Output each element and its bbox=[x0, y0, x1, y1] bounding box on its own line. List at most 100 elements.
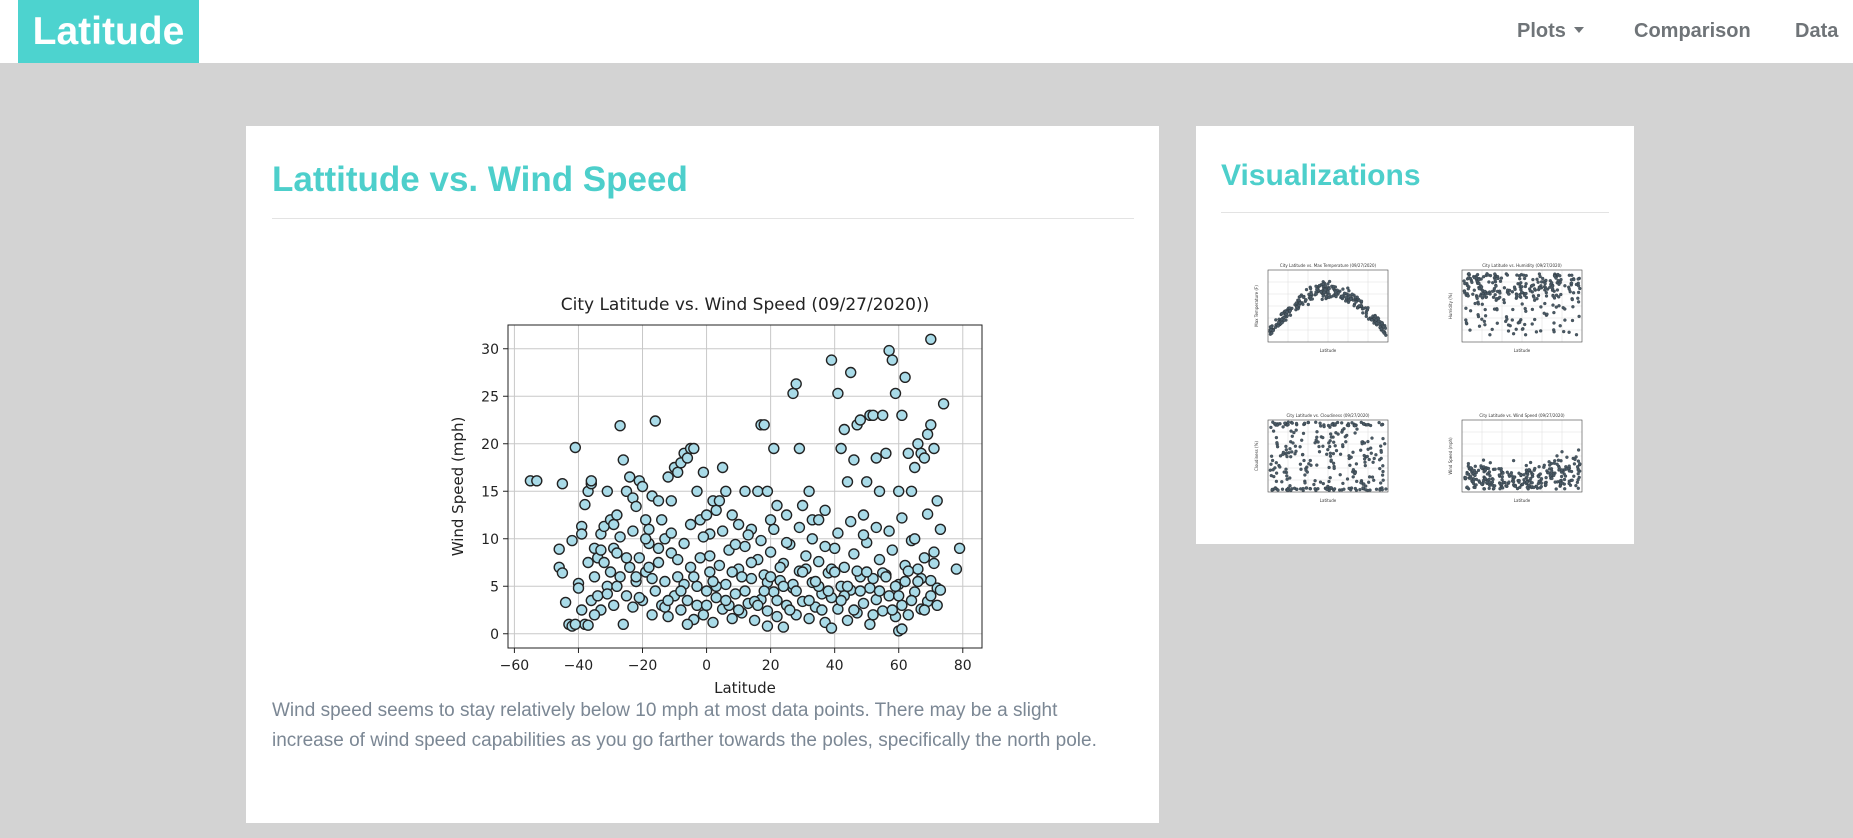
thumbnail-point bbox=[1571, 291, 1576, 295]
thumbnail-point bbox=[1369, 451, 1373, 455]
y-axis-label: Wind Speed (mph) bbox=[449, 417, 467, 557]
brand-logo[interactable]: Latitude bbox=[18, 0, 199, 63]
thumbnail-point bbox=[1499, 276, 1504, 280]
data-point bbox=[659, 575, 671, 588]
thumbnail-point bbox=[1322, 424, 1326, 429]
thumbnail-point bbox=[1557, 282, 1561, 286]
thumbnail-point bbox=[1370, 436, 1374, 440]
data-point bbox=[713, 495, 726, 507]
thumbnail-point bbox=[1298, 445, 1302, 449]
thumbnail-point bbox=[1329, 435, 1333, 439]
data-point bbox=[816, 604, 828, 616]
data-point bbox=[825, 354, 838, 366]
thumbnail-point bbox=[1301, 431, 1306, 436]
data-point bbox=[845, 515, 857, 528]
data-point bbox=[716, 461, 729, 474]
thumbnail-point bbox=[1280, 480, 1284, 484]
data-point bbox=[729, 588, 742, 600]
thumbnail-point bbox=[1332, 487, 1337, 491]
nav-comparison-link[interactable]: Comparison bbox=[1634, 20, 1751, 42]
thumbnail-point bbox=[1576, 468, 1580, 472]
thumbnail-point bbox=[1543, 301, 1547, 306]
data-point bbox=[835, 442, 847, 455]
thumbnail-point bbox=[1347, 486, 1351, 491]
thumbnail-point bbox=[1467, 272, 1471, 276]
thumbnail-point bbox=[1353, 295, 1358, 299]
thumbnail-point bbox=[1327, 465, 1331, 470]
thumbnail-point bbox=[1541, 276, 1545, 281]
thumbnail-point bbox=[1347, 289, 1351, 293]
thumbnail-point bbox=[1530, 481, 1534, 485]
thumbnail-wind-speed[interactable]: City Latitude vs. Wind Speed (09/27/2020… bbox=[1442, 410, 1602, 510]
thumbnail-point bbox=[1274, 479, 1279, 484]
thumbnail-point bbox=[1361, 311, 1365, 315]
thumbnail-point bbox=[1381, 325, 1386, 329]
nav-data-link[interactable]: Data bbox=[1795, 20, 1839, 42]
data-point bbox=[761, 620, 774, 632]
thumbnail-point bbox=[1569, 469, 1574, 474]
thumbnail-point bbox=[1343, 435, 1347, 439]
thumbnail-point bbox=[1310, 297, 1314, 301]
data-point bbox=[777, 580, 790, 592]
thumbnail-point bbox=[1341, 481, 1345, 486]
sidebar-card: Visualizations City Latitude vs. Max Tem… bbox=[1196, 126, 1634, 544]
data-point bbox=[675, 604, 687, 616]
thumbnail-point bbox=[1334, 448, 1339, 453]
thumbnail-point bbox=[1464, 321, 1469, 325]
thumbnail-point bbox=[1319, 424, 1323, 428]
thumbnail-point bbox=[1327, 287, 1331, 291]
thumbnail-point bbox=[1485, 480, 1489, 484]
data-point bbox=[902, 565, 914, 577]
thumbnail-point bbox=[1271, 328, 1275, 333]
data-point bbox=[761, 485, 774, 498]
data-point bbox=[588, 571, 601, 583]
thumbnail-point bbox=[1355, 427, 1359, 431]
thumbnail-point bbox=[1379, 423, 1384, 427]
data-point bbox=[684, 561, 697, 573]
thumbnail-point bbox=[1472, 276, 1477, 280]
thumbnail-frame bbox=[1267, 269, 1389, 343]
data-point bbox=[819, 504, 831, 517]
thumbnail-point bbox=[1276, 488, 1280, 492]
thumbnail-point bbox=[1341, 443, 1345, 447]
data-point bbox=[883, 344, 895, 357]
thumbnail-frame bbox=[1461, 269, 1583, 343]
thumbnail-point bbox=[1529, 476, 1533, 481]
thumbnail-point bbox=[1530, 322, 1534, 326]
thumbnail-point bbox=[1358, 487, 1362, 492]
data-point bbox=[861, 476, 873, 488]
thumbnail-point bbox=[1524, 463, 1528, 468]
thumbnail-point bbox=[1550, 469, 1554, 473]
data-point bbox=[905, 485, 918, 498]
thumbnail-point bbox=[1555, 454, 1559, 458]
thumbnail-point bbox=[1288, 476, 1292, 480]
thumbnail-point bbox=[1294, 421, 1299, 426]
data-point bbox=[566, 534, 578, 547]
x-tick-label: 80 bbox=[954, 658, 972, 674]
thumbnail-point bbox=[1474, 483, 1478, 487]
thumbnail-point bbox=[1490, 327, 1494, 332]
thumbnail-point bbox=[1379, 444, 1383, 448]
thumbnail-point bbox=[1536, 280, 1540, 284]
nav-plots-dropdown[interactable]: Plots bbox=[1517, 0, 1584, 63]
thumbnail-max-temperature[interactable]: City Latitude vs. Max Temperature (09/27… bbox=[1248, 260, 1408, 360]
thumbnail-point bbox=[1569, 281, 1574, 285]
thumbnail-point bbox=[1289, 429, 1293, 433]
thumbnail-point bbox=[1365, 423, 1369, 427]
thumbnail-cloudiness[interactable]: City Latitude vs. Cloudiness (09/27/2020… bbox=[1248, 410, 1408, 510]
thumbnail-point bbox=[1313, 441, 1317, 445]
thumbnail-humidity[interactable]: City Latitude vs. Humidity (09/27/2020) L… bbox=[1442, 260, 1602, 360]
thumbnail-point bbox=[1507, 474, 1512, 478]
thumbnail-point bbox=[1512, 285, 1517, 289]
data-point bbox=[720, 578, 732, 591]
thumbnail-point bbox=[1314, 420, 1318, 424]
thumbnail-point bbox=[1377, 420, 1381, 425]
thumbnail-point bbox=[1483, 314, 1488, 318]
thumbnail-point bbox=[1544, 287, 1548, 291]
thumbnail-point bbox=[1571, 305, 1575, 309]
thumbnail-point bbox=[1539, 280, 1544, 284]
data-point bbox=[739, 485, 751, 498]
thumbnail-point bbox=[1527, 468, 1531, 472]
data-point bbox=[803, 594, 815, 607]
thumbnail-x-label: Latitude bbox=[1514, 498, 1531, 503]
